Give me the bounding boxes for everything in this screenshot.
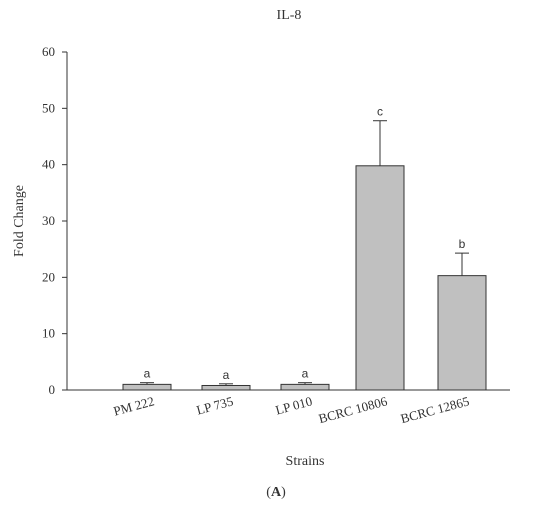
y-tick-label-1: 10 — [42, 326, 55, 341]
x-tick-label-3: BCRC 10806 — [317, 393, 389, 426]
significance-label-4: b — [459, 237, 466, 251]
bar-4 — [437, 275, 487, 391]
y-tick-label-5: 50 — [42, 100, 55, 115]
y-tick-label-4: 40 — [42, 157, 55, 172]
bar-2 — [280, 383, 330, 391]
x-tick-label-0: PM 222 — [112, 393, 156, 418]
significance-label-0: a — [144, 367, 151, 381]
bar-1 — [201, 384, 251, 391]
panel-label-letter: A — [271, 485, 282, 500]
y-ticks: 0 10 20 30 40 50 60 — [42, 44, 67, 397]
y-tick-label-2: 20 — [42, 269, 55, 284]
significance-label-1: a — [223, 368, 230, 382]
y-tick-label-3: 30 — [42, 213, 55, 228]
chart-title: IL-8 — [277, 8, 302, 23]
panel-label-open: ( — [266, 485, 271, 500]
bar-3 — [355, 165, 405, 391]
x-tick-label-2: LP 010 — [274, 393, 314, 417]
bars: a a a c b — [122, 105, 487, 391]
bar-0 — [122, 383, 172, 391]
significance-label-2: a — [302, 367, 309, 381]
x-labels: PM 222 LP 735 LP 010 BCRC 10806 BCRC 12865 — [112, 393, 471, 426]
y-tick-label-6: 60 — [42, 44, 55, 59]
x-axis-title: Strains — [286, 454, 325, 469]
x-tick-label-4: BCRC 12865 — [399, 393, 471, 426]
x-tick-label-1: LP 735 — [195, 393, 235, 417]
panel-label: (A) — [266, 485, 286, 500]
y-axis-title: Fold Change — [12, 185, 27, 257]
significance-label-3: c — [377, 105, 383, 119]
y-tick-label-0: 0 — [49, 382, 56, 397]
panel-label-close: ) — [281, 485, 286, 500]
